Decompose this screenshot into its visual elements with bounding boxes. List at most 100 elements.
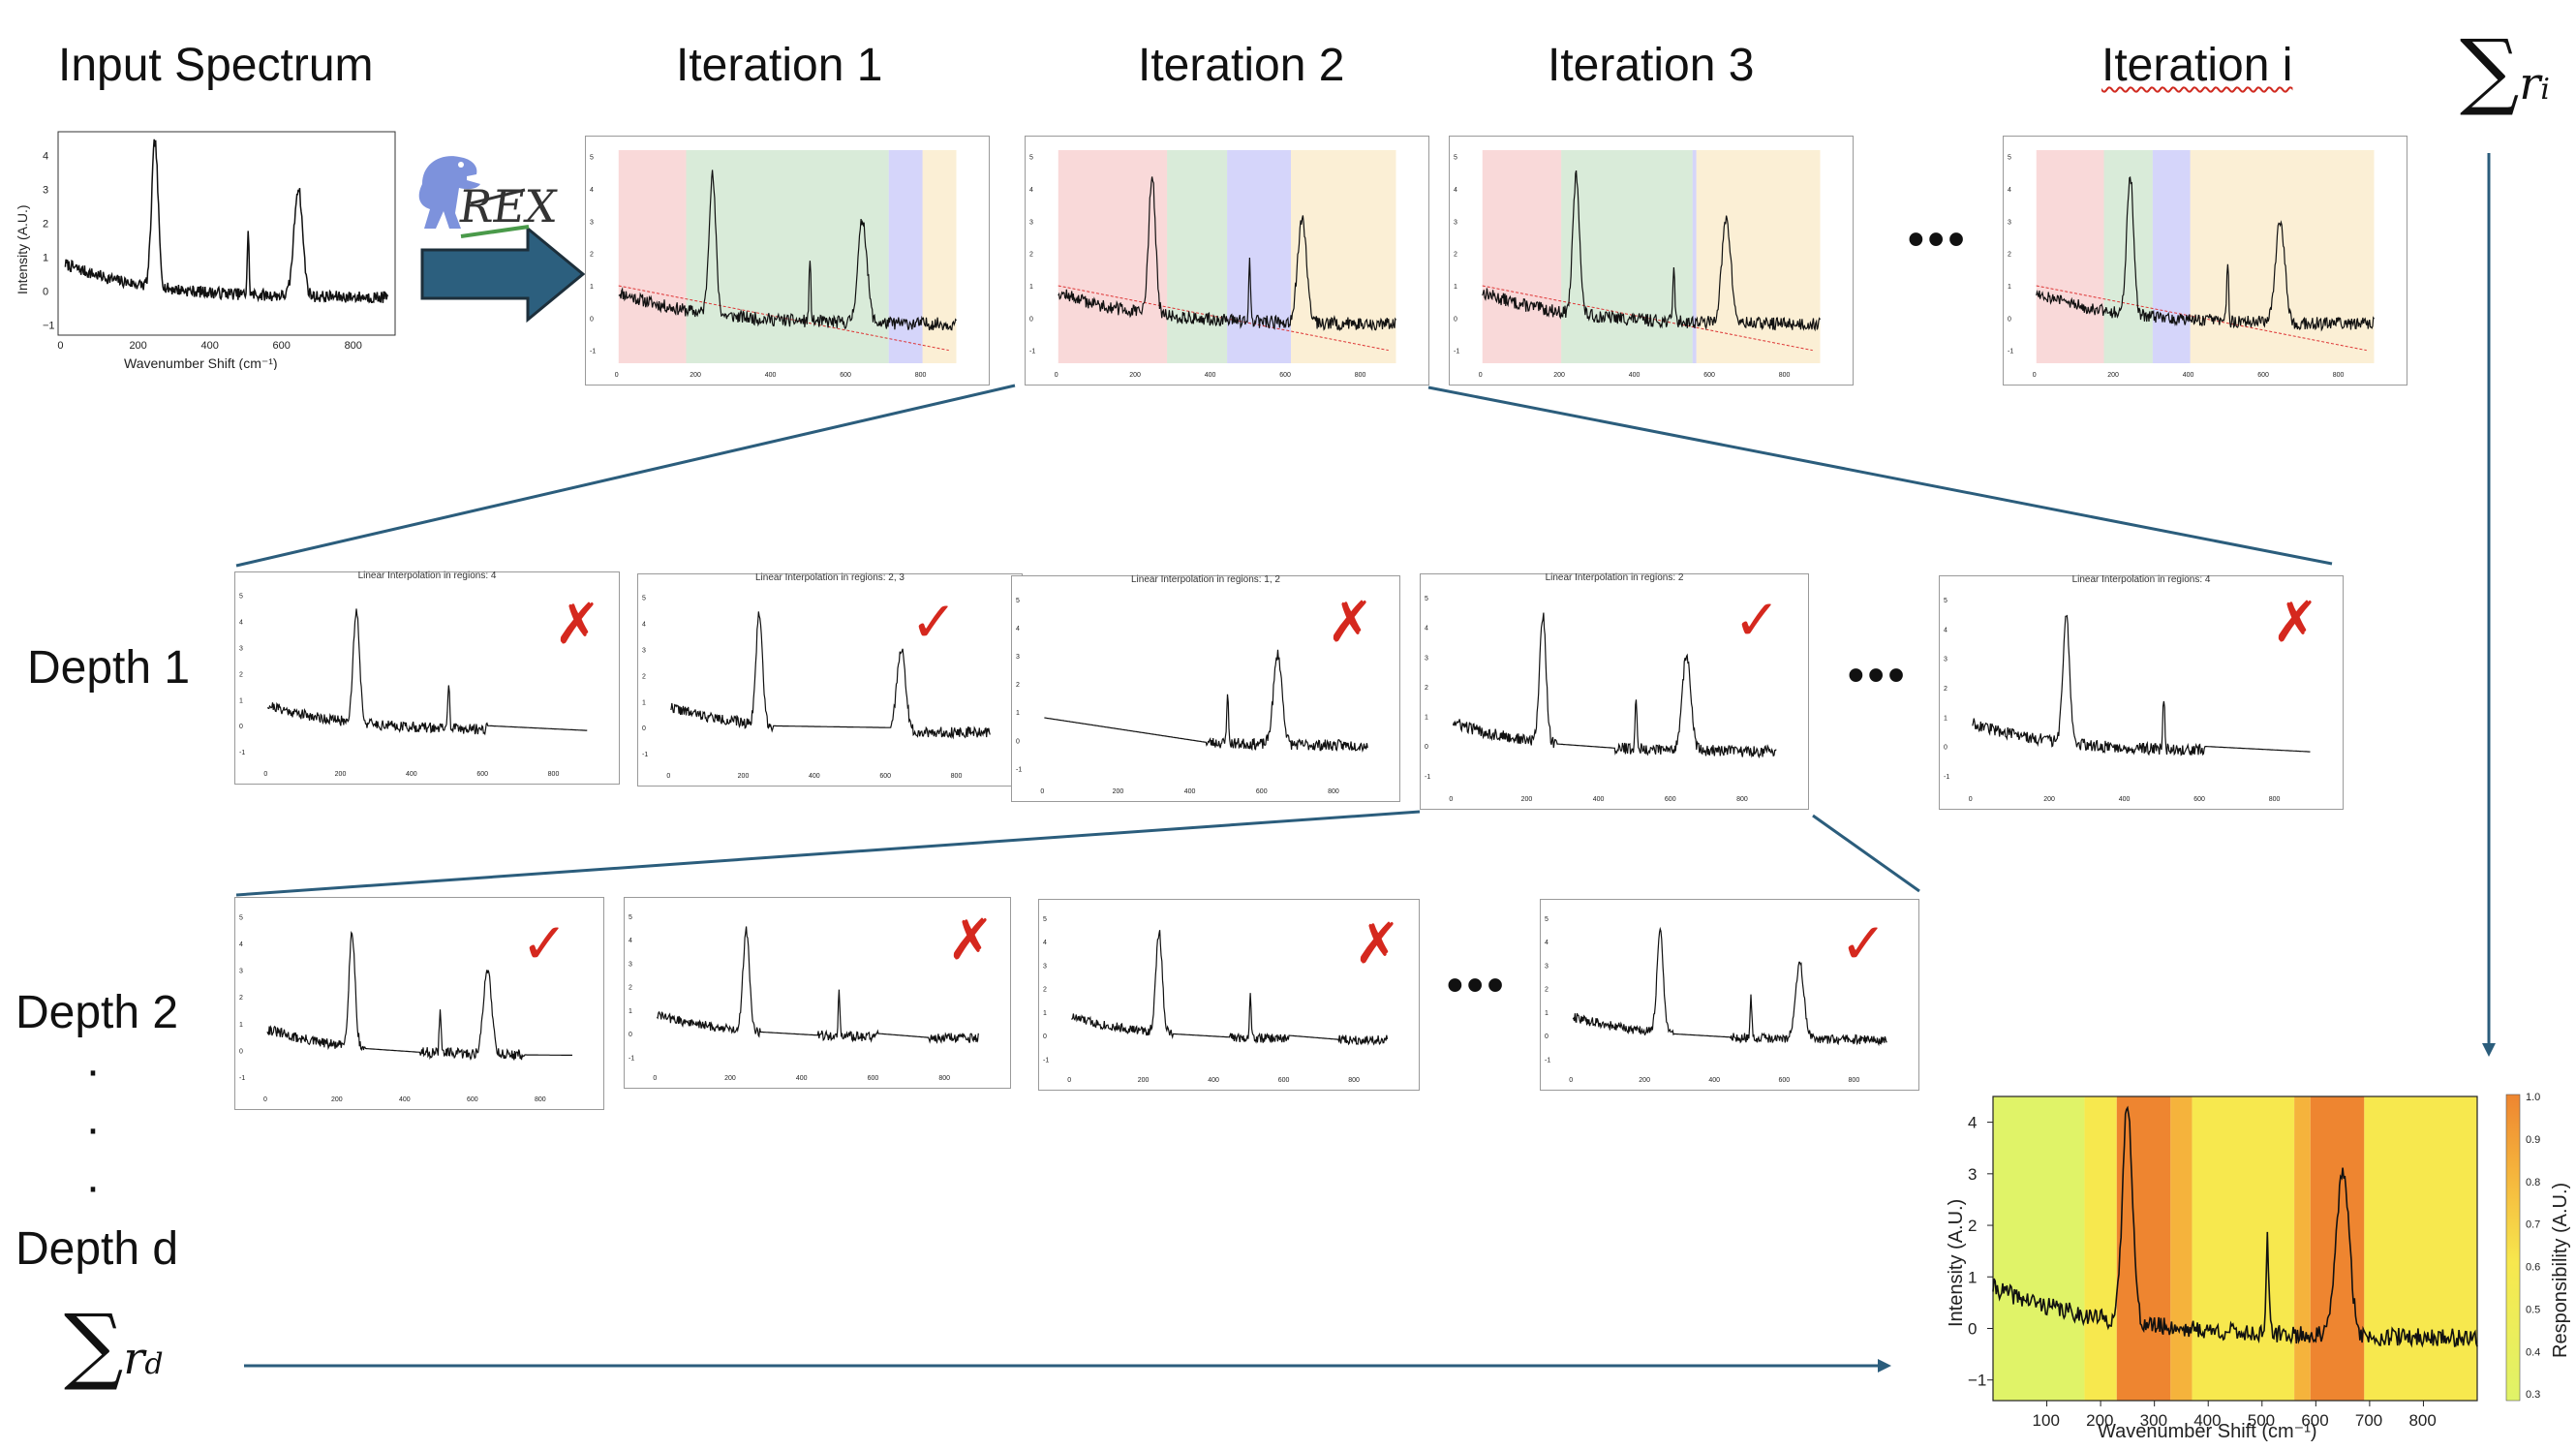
small-xtick: 400	[1708, 1077, 1720, 1084]
small-ytick: 2	[1029, 252, 1033, 259]
vertical-dot-1: ·	[85, 1045, 101, 1096]
small-xtick: 0	[1449, 796, 1453, 803]
small-xtick: 400	[2183, 372, 2194, 379]
input-ytick: 3	[43, 185, 48, 197]
sum-ri-label: ∑ri	[2460, 29, 2550, 112]
depth2-plot-3: 5 4 3 2 1 0 -1 0 200 400 600 800	[1038, 899, 1420, 1091]
small-ytick: 1	[590, 284, 594, 291]
small-ytick: -1	[1043, 1057, 1049, 1064]
small-xtick: 0	[1969, 796, 1973, 803]
rex-logo-text: REX	[455, 180, 561, 232]
result-xtick: 800	[2408, 1411, 2436, 1430]
small-xtick: 600	[868, 1075, 879, 1082]
small-ytick: 5	[590, 155, 594, 162]
small-xtick: 200	[2107, 372, 2119, 379]
small-ytick: 0	[1425, 744, 1428, 751]
line-depth1-to-depth2-right	[1812, 814, 1920, 893]
small-xtick: 800	[1736, 796, 1748, 803]
input-xtick: 400	[200, 340, 218, 352]
input-xtick: 600	[273, 340, 291, 352]
region-band	[1058, 150, 1168, 363]
ellipsis-depth1: •••	[1848, 650, 1909, 701]
region-band	[1167, 150, 1228, 363]
result-plot-svg: 4 3 2 1 0 −1 100 200 300 400 500 600 700 800 Intensi…	[1946, 1092, 2571, 1442]
d2d-svg: 5 4 3 2 1 0 -1 0 200 400 600 800	[1545, 916, 1887, 1084]
small-xtick: 0	[1040, 788, 1044, 795]
small-ytick: 2	[629, 985, 632, 992]
input-xticks: 0 200 400 600 800	[57, 340, 362, 352]
sum-rd-subscript: d	[144, 1347, 164, 1381]
input-spectrum-title: Input Spectrum	[58, 40, 374, 91]
result-xtick: 200	[2086, 1411, 2113, 1430]
it3-svg: 5 4 3 2 1 0 -1 0 200 400 600 800	[1454, 150, 1821, 379]
region-band	[1227, 150, 1291, 363]
depth2-mark-1: ✓	[521, 910, 568, 976]
sum-ri-variable: r	[2519, 57, 2541, 109]
result-ylabel: Intensity (A.U.)	[1946, 1199, 1967, 1327]
region-band	[888, 150, 923, 363]
line-iter2-to-depth1-right	[1427, 386, 2333, 566]
small-ytick: 4	[629, 938, 632, 944]
small-xtick: 600	[879, 773, 891, 780]
iteration-1-title: Iteration 1	[676, 40, 883, 91]
spectrum-line	[656, 926, 979, 1044]
iteration-i-text: Iteration i	[2101, 40, 2293, 91]
small-xtick: 800	[1355, 372, 1366, 379]
small-ytick: 3	[1545, 963, 1549, 970]
result-ytick: 1	[1968, 1268, 1977, 1286]
small-ytick: 3	[239, 645, 243, 652]
small-xtick: 400	[406, 771, 417, 778]
region-band	[686, 150, 889, 363]
depth1-plot-1-title: Linear Interpolation in regions: 4	[357, 571, 497, 581]
small-ytick: 2	[1545, 987, 1549, 994]
dinosaur-icon	[418, 156, 530, 238]
spectrum-line	[1482, 170, 1821, 332]
spectrum-line	[266, 608, 588, 736]
small-ytick: -1	[629, 1055, 634, 1062]
result-ytick: 4	[1968, 1114, 1977, 1132]
small-xtick: 600	[1703, 372, 1715, 379]
small-xtick: 0	[1569, 1077, 1573, 1084]
small-xtick: 0	[263, 771, 267, 778]
small-ytick: -1	[1425, 774, 1430, 781]
line-iter2-to-depth1-left	[235, 384, 1016, 568]
small-xtick: 0	[2033, 372, 2037, 379]
small-xtick: 200	[1113, 788, 1124, 795]
small-xtick: 600	[1256, 788, 1268, 795]
small-ytick: 4	[1016, 626, 1020, 632]
small-ytick: 0	[1545, 1034, 1549, 1040]
iteration-2-plot: 5 4 3 2 1 0 -1 0 200 400 600 800	[1025, 136, 1429, 386]
sum-rd-variable: r	[123, 1332, 145, 1384]
iteration-3-title: Iteration 3	[1548, 40, 1755, 91]
small-xtick: 800	[938, 1075, 950, 1082]
colorbar-tick: 0.9	[2526, 1134, 2540, 1146]
responsibility-band	[2170, 1096, 2193, 1401]
small-ytick: 5	[1043, 916, 1047, 923]
small-ytick: -1	[239, 750, 245, 756]
small-ytick: 2	[1043, 987, 1047, 994]
small-ytick: 3	[1043, 963, 1047, 970]
small-ytick: 2	[1016, 682, 1020, 689]
result-ytick: 2	[1968, 1217, 1977, 1235]
small-xtick: 800	[1328, 788, 1339, 795]
ellipsis-iterations: •••	[1908, 214, 1969, 265]
small-ytick: 0	[2008, 316, 2011, 323]
small-ytick: 3	[1454, 219, 1457, 226]
input-ytick: 2	[43, 219, 48, 231]
small-xtick: 0	[666, 773, 670, 780]
small-ytick: 4	[590, 187, 594, 194]
small-xtick: 800	[915, 372, 927, 379]
line-depth1-to-depth2-left	[235, 810, 1421, 897]
responsibility-band	[2192, 1096, 2295, 1401]
small-ytick: 5	[239, 915, 243, 922]
result-xtick: 600	[2301, 1411, 2328, 1430]
small-xtick: 200	[331, 1096, 343, 1103]
d2a-svg: 5 4 3 2 1 0 -1 0 200 400 600 800	[239, 915, 572, 1103]
iteration-3-plot: 5 4 3 2 1 0 -1 0 200 400 600 800	[1449, 136, 1854, 386]
small-ytick: 5	[1454, 155, 1457, 162]
depth1-plot-4: Linear Interpolation in regions: 2 5 4 3 2 1 0…	[1420, 572, 1809, 810]
vertical-dot-2: ·	[85, 1103, 101, 1155]
small-ytick: -1	[1029, 349, 1035, 355]
result-xtick: 100	[2033, 1411, 2060, 1430]
small-ytick: 0	[1016, 738, 1020, 745]
